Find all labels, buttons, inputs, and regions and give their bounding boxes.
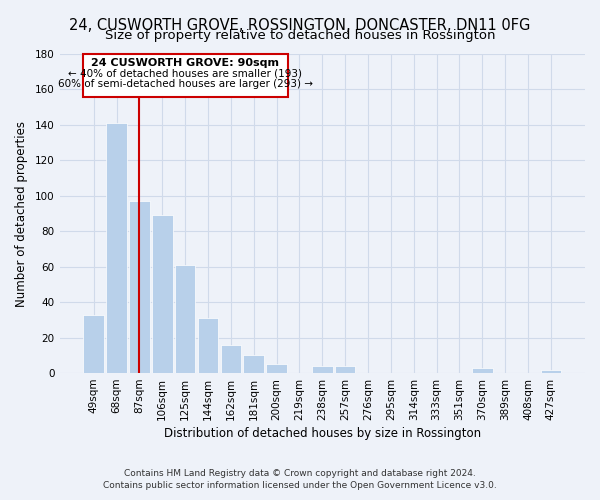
Bar [541, 370, 561, 373]
Bar [198, 318, 218, 373]
Bar [244, 356, 264, 373]
Bar [221, 344, 241, 373]
Bar [335, 366, 355, 373]
Bar [129, 201, 150, 373]
X-axis label: Distribution of detached houses by size in Rossington: Distribution of detached houses by size … [164, 427, 481, 440]
Text: 24, CUSWORTH GROVE, ROSSINGTON, DONCASTER, DN11 0FG: 24, CUSWORTH GROVE, ROSSINGTON, DONCASTE… [70, 18, 530, 32]
Bar [472, 368, 493, 373]
Bar [106, 123, 127, 373]
Text: 60% of semi-detached houses are larger (293) →: 60% of semi-detached houses are larger (… [58, 79, 313, 89]
Text: Size of property relative to detached houses in Rossington: Size of property relative to detached ho… [105, 29, 495, 42]
Bar [175, 265, 196, 373]
Y-axis label: Number of detached properties: Number of detached properties [15, 120, 28, 306]
Bar [266, 364, 287, 373]
FancyBboxPatch shape [83, 54, 289, 96]
Bar [152, 216, 173, 373]
Text: Contains HM Land Registry data © Crown copyright and database right 2024.
Contai: Contains HM Land Registry data © Crown c… [103, 468, 497, 490]
Bar [312, 366, 332, 373]
Bar [83, 314, 104, 373]
Text: ← 40% of detached houses are smaller (193): ← 40% of detached houses are smaller (19… [68, 68, 302, 78]
Text: 24 CUSWORTH GROVE: 90sqm: 24 CUSWORTH GROVE: 90sqm [91, 58, 279, 68]
